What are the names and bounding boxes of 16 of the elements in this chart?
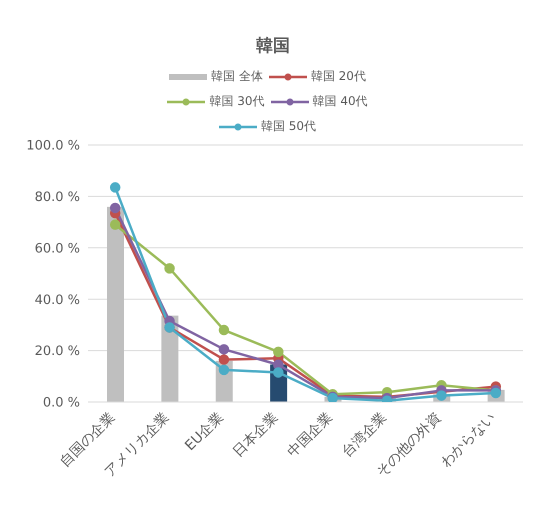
- legend-label: 韓国 40代: [312, 93, 368, 110]
- x-tick-label: EU企業: [182, 410, 227, 454]
- x-tick-label: 台湾企業: [338, 410, 390, 460]
- y-tick-label: 60.0 %: [34, 241, 80, 256]
- chart-title: 韓国: [255, 35, 291, 58]
- legend-label: 韓国 20代: [310, 68, 366, 85]
- y-tick-label: 0.0 %: [42, 396, 80, 411]
- y-tick-label: 80.0 %: [34, 190, 80, 206]
- legend-label: 韓国 30代: [208, 93, 264, 110]
- x-tick-label: 日本企業: [230, 410, 282, 460]
- x-tick-label: 中国企業: [284, 410, 336, 460]
- legend-label: 韓国 全体: [210, 68, 263, 85]
- y-tick-label: 100.0 %: [26, 138, 80, 154]
- y-tick-label: 40.0 %: [34, 292, 80, 308]
- y-tick-label: 20.0 %: [34, 344, 80, 360]
- legend-label: 韓国 50代: [260, 118, 316, 135]
